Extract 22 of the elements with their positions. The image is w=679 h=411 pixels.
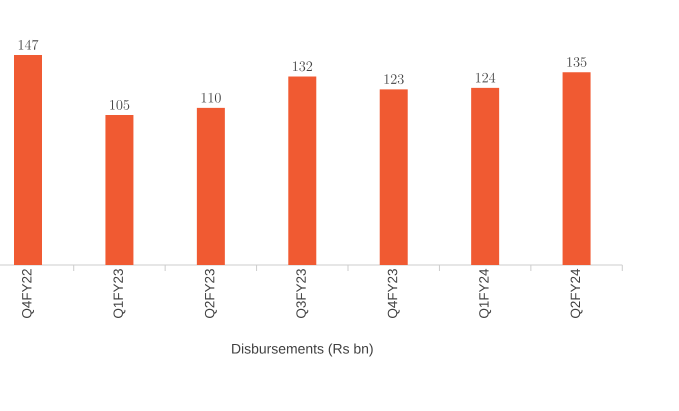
data-label: 124 (476, 72, 496, 82)
x-tick-label: Q3FY23 (296, 269, 308, 318)
x-axis-title: Disbursements (Rs bn) (232, 343, 373, 356)
x-tick-label: Q2FY24 (570, 268, 583, 318)
bar (562, 72, 591, 265)
data-label: 132 (293, 61, 312, 72)
bar (471, 88, 500, 265)
data-label: 135 (567, 57, 586, 67)
bar (105, 115, 134, 265)
data-label: 147 (18, 40, 38, 50)
x-tick-label: Q1FY23 (113, 269, 126, 318)
data-label: 110 (202, 92, 221, 103)
x-tick-label: Q4FY22 (22, 269, 34, 318)
bar (380, 89, 408, 265)
bar (14, 55, 42, 265)
x-tick-label: Q2FY23 (204, 269, 217, 318)
data-label: 105 (110, 100, 130, 110)
data-label: 123 (384, 74, 404, 84)
bar (196, 108, 225, 265)
x-tick-label: Q1FY24 (479, 268, 492, 318)
bar (288, 76, 316, 265)
x-tick-label: Q4FY23 (388, 269, 400, 318)
